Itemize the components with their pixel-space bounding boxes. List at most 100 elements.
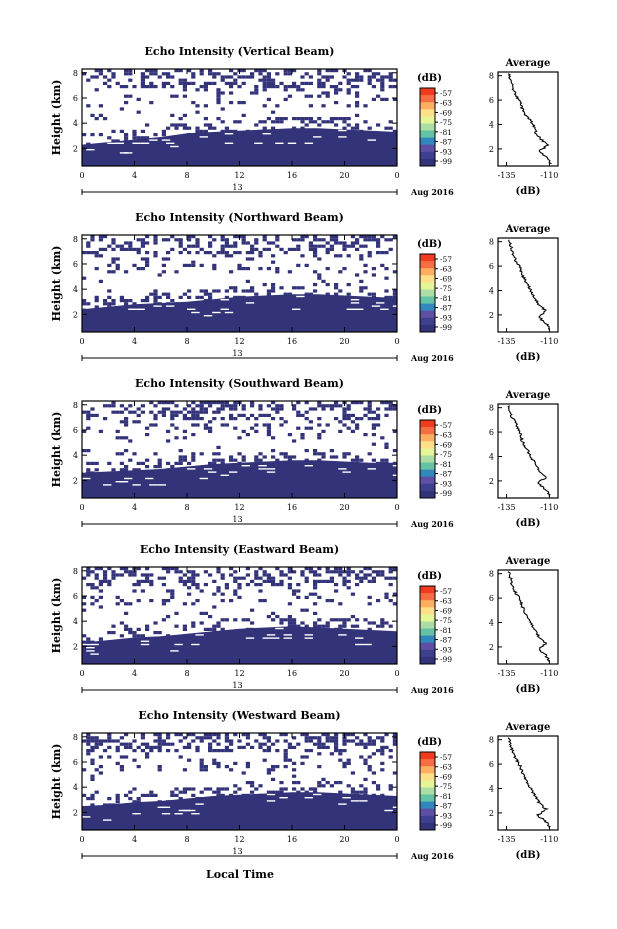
echo-cell: [86, 637, 91, 641]
echo-cell: [355, 417, 360, 421]
echo-gap: [355, 637, 364, 639]
echo-cell: [166, 736, 171, 740]
echo-cell: [145, 260, 150, 264]
echo-cell: [271, 576, 276, 580]
echo-cell: [208, 426, 213, 430]
echo-cell: [279, 120, 284, 124]
colorbar-tick-label: -81: [440, 294, 452, 303]
echo-cell: [124, 72, 129, 76]
echo-cell: [317, 595, 322, 599]
echo-cell: [342, 579, 347, 583]
colorbar-swatch: [420, 289, 435, 298]
echo-cell: [111, 404, 116, 408]
echo-cell: [325, 781, 330, 785]
echo-cell: [245, 417, 250, 421]
echo-cell: [82, 429, 87, 433]
echo-cell: [115, 761, 120, 765]
echo-cell: [166, 302, 171, 306]
echo-cell: [224, 733, 229, 737]
echo-cell: [241, 455, 246, 459]
echo-cell: [98, 583, 103, 587]
echo-cell: [308, 81, 313, 85]
echo-cell: [367, 78, 372, 82]
echo-cell: [157, 739, 162, 743]
y-tick-label: 8: [73, 69, 78, 78]
echo-cell: [367, 81, 372, 85]
echo-cell: [224, 745, 229, 749]
echo-gap: [338, 136, 347, 138]
echo-cell: [124, 139, 129, 143]
echo-cell: [161, 410, 166, 414]
echo-cell: [216, 765, 221, 769]
echo-cell: [216, 117, 221, 121]
echo-cell: [229, 599, 234, 603]
echo-cell: [245, 742, 250, 746]
echo-cell: [199, 611, 204, 615]
echo-cell: [258, 733, 263, 737]
echo-cell: [212, 758, 217, 762]
echo-cell: [350, 787, 355, 791]
echo-cell: [191, 793, 196, 797]
echo-gap: [384, 809, 393, 812]
echo-cell: [195, 413, 200, 417]
echo-cell: [174, 461, 179, 465]
echo-cell: [166, 615, 171, 619]
echo-cell: [359, 75, 364, 79]
echo-cell: [367, 452, 372, 456]
colorbar-tick-label: -63: [440, 431, 452, 440]
echo-cell: [338, 429, 343, 433]
x-tick-label: 16: [287, 835, 297, 844]
echo-cell: [245, 75, 250, 79]
echo-cell: [334, 254, 339, 258]
echo-cell: [342, 410, 347, 414]
echo-cell: [128, 410, 133, 414]
echo-cell: [216, 787, 221, 791]
echo-cell: [384, 276, 389, 280]
echo-cell: [392, 739, 397, 743]
echo-cell: [313, 244, 318, 248]
echo-cell: [397, 296, 401, 299]
echo-cell: [166, 407, 171, 411]
echo-cell: [119, 107, 124, 111]
echo-cell: [317, 123, 322, 127]
colorbar-tick-label: -99: [440, 323, 452, 332]
echo-cell: [359, 417, 364, 421]
echo-cell: [275, 765, 280, 769]
echo-cell: [90, 745, 95, 749]
echo-cell: [271, 742, 276, 746]
echo-cell: [371, 458, 376, 462]
echo-cell: [262, 455, 267, 459]
average-frame: [497, 569, 559, 665]
echo-cell: [182, 787, 187, 791]
echo-cell: [149, 579, 154, 583]
echo-cell: [363, 742, 368, 746]
x-tick-label: 20: [339, 835, 349, 844]
echo-cell: [321, 238, 326, 242]
echo-cell: [317, 745, 322, 749]
x-tick-label: 12: [234, 503, 244, 512]
echo-cell: [283, 117, 288, 121]
echo-cell: [367, 595, 372, 599]
echo-cell: [170, 235, 175, 239]
echo-cell: [317, 739, 322, 743]
echo-cell: [241, 235, 246, 239]
echo-cell: [317, 276, 322, 280]
echo-cell: [363, 733, 368, 737]
echo-cell: [397, 407, 401, 410]
echo-cell: [355, 247, 360, 251]
echo-cell: [392, 592, 397, 596]
colorbar-swatch: [420, 303, 435, 312]
echo-cell: [157, 745, 162, 749]
echo-cell: [266, 579, 271, 583]
echo-cell: [170, 423, 175, 427]
echo-cell: [208, 123, 213, 127]
panel-title: Echo Intensity (Northward Beam): [135, 211, 344, 224]
echo-cell: [140, 241, 145, 245]
echo-cell: [187, 238, 192, 242]
echo-cell: [187, 758, 192, 762]
echo-cell: [229, 413, 234, 417]
echo-cell: [111, 576, 116, 580]
echo-cell: [359, 570, 364, 574]
echo-cell: [271, 611, 276, 615]
echo-cell: [245, 583, 250, 587]
